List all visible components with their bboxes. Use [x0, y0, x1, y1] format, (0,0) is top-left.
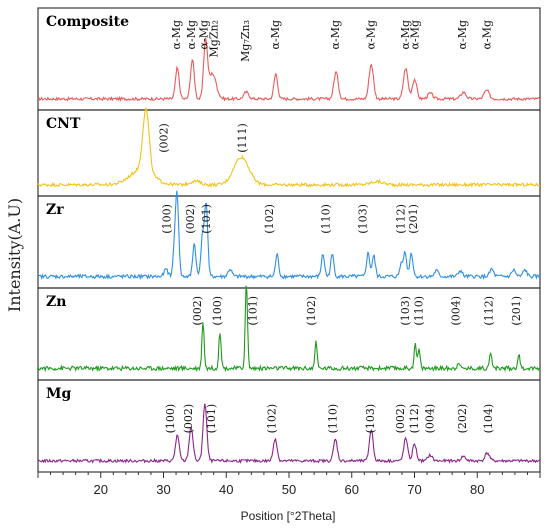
x-tick-label: 50 — [282, 482, 296, 497]
x-axis-label: Position [°2Theta] — [241, 509, 336, 523]
peak-label: (004) — [449, 296, 462, 326]
panel-title: Zn — [46, 294, 66, 310]
panel-zn: Zn (002) (100) (101) (102) (103) (110) (004) (11… — [37, 285, 541, 381]
peak-label: (103) — [399, 296, 412, 326]
peak-label: α-Mg — [198, 20, 211, 49]
peak-label: (110) — [412, 296, 425, 326]
peak-label: (002) — [191, 296, 204, 326]
panel-title: Mg — [46, 386, 71, 402]
peak-label: α-Mg — [329, 20, 342, 49]
x-tick-label: 80 — [470, 482, 484, 497]
series-line-mg — [37, 403, 540, 464]
peak-label: MgZn₂ — [208, 20, 221, 57]
peak-label: (201) — [407, 204, 420, 234]
peak-label: (102) — [305, 296, 318, 326]
series-line-cnt — [37, 107, 541, 188]
panel-frame — [37, 195, 541, 289]
peak-label: (002) — [394, 404, 407, 434]
peak-label: α-Mg — [185, 20, 198, 49]
panel-frame — [37, 287, 541, 381]
peak-label: (100) — [164, 404, 177, 434]
y-axis-label: Intensity(A.U) — [5, 198, 24, 312]
peak-label: α-Mg — [269, 20, 282, 49]
peak-label: (202) — [456, 404, 469, 434]
panel-title: Zr — [46, 202, 64, 218]
peak-label: (110) — [319, 204, 332, 234]
panel-cnt: CNT (002) (111) — [37, 107, 541, 197]
peak-label: α-Mg — [456, 20, 469, 49]
peak-label: (201) — [510, 296, 523, 326]
peak-label: (111) — [236, 123, 249, 153]
peak-label: Mg₇Zn₃ — [239, 20, 252, 62]
x-tick-label: 30 — [156, 482, 170, 497]
peak-label: (102) — [263, 204, 276, 234]
peak-label: (110) — [326, 404, 339, 434]
peak-label: α-Mg — [409, 20, 422, 49]
peak-label: (100) — [161, 204, 174, 234]
peak-label: (103) — [356, 204, 369, 234]
peak-label: (112) — [395, 204, 408, 234]
panel-zr: Zr (100) (002) (101) (102) (110) (103) (112) (20… — [37, 190, 541, 289]
peak-label: (101) — [247, 296, 260, 326]
peak-label: α-Mg — [365, 20, 378, 49]
peak-label: (112) — [408, 404, 421, 434]
series-line-composite — [37, 37, 541, 102]
peak-label: (101) — [205, 404, 218, 434]
peak-label: (004) — [424, 404, 437, 434]
panel-title: Composite — [46, 14, 129, 30]
panel-mg: Mg(100) (002) (101) (102) (110) (103) (002) (11… — [37, 379, 541, 473]
peak-label: (100) — [211, 296, 224, 326]
peak-label: (002) — [184, 204, 197, 234]
x-tick-label: 20 — [94, 482, 108, 497]
peak-label: (102) — [265, 404, 278, 434]
peak-label: α-Mg — [399, 20, 412, 49]
x-tick-label: 60 — [345, 482, 359, 497]
series-line-zn — [37, 285, 541, 373]
peak-label: (101) — [200, 204, 213, 234]
peak-label: (103) — [364, 404, 377, 434]
peak-label: (002) — [158, 123, 171, 153]
x-tick-label: 40 — [219, 482, 233, 497]
peak-label: α-Mg — [481, 20, 494, 49]
peak-label: (112) — [483, 296, 496, 326]
peak-label: (002) — [182, 404, 195, 434]
peak-label: α-Mg — [170, 20, 183, 49]
x-axis: 20 30 40 50 60 70 80 — [37, 472, 541, 497]
peak-label: (104) — [482, 404, 495, 434]
x-tick-label: 70 — [407, 482, 421, 497]
series-line-zr — [37, 190, 541, 281]
panel-title: CNT — [46, 116, 81, 132]
